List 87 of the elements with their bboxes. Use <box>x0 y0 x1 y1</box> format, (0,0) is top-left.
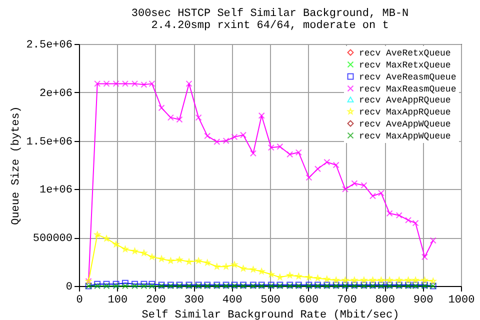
point <box>306 274 312 280</box>
point <box>94 80 101 87</box>
x-tick-label: 900 <box>413 294 434 306</box>
x-axis-title: Self Similar Background Rate (Mbit/sec) <box>142 310 400 320</box>
point <box>295 149 302 156</box>
point <box>396 212 402 219</box>
point <box>195 114 202 121</box>
point <box>158 256 165 262</box>
point <box>332 276 340 283</box>
legend-label: recv AveAppRQueue <box>359 96 451 106</box>
point <box>214 138 220 146</box>
x-tick-label: 1000 <box>448 294 475 306</box>
point <box>122 80 128 87</box>
point <box>370 192 376 200</box>
point <box>186 80 192 87</box>
y-tick-label: 2.5e+06 <box>26 40 72 52</box>
y-tick-label: 1.5e+06 <box>26 136 72 148</box>
point <box>324 276 330 282</box>
legend-label: recv MaxReasmQueue <box>359 84 456 94</box>
point <box>378 190 384 196</box>
point <box>324 158 330 166</box>
point <box>112 241 120 248</box>
point <box>405 216 412 224</box>
y-tick-label: 0 <box>66 282 72 294</box>
point <box>214 263 220 270</box>
legend-label: recv AveRetxQueue <box>359 48 451 58</box>
point <box>386 210 393 217</box>
legend-label: recv MaxAppRQueue <box>359 108 451 118</box>
point <box>132 80 138 87</box>
x-tick-label: 100 <box>108 294 128 306</box>
point <box>360 276 368 283</box>
legend-label: recv AveAppWQueue <box>359 120 451 130</box>
y-axis-title: Queue Size (bytes) <box>10 106 22 225</box>
x-tick-label: 600 <box>298 294 319 306</box>
point <box>306 174 312 181</box>
y-tick-label: 500000 <box>32 233 72 246</box>
x-tick-label: 800 <box>375 294 396 306</box>
x-tick-label: 300 <box>184 294 204 306</box>
point <box>195 258 202 264</box>
point <box>250 150 256 157</box>
y-tick-label: 1e+06 <box>39 184 72 197</box>
point <box>222 138 230 144</box>
x-tick-label: 200 <box>146 294 166 306</box>
point <box>231 261 238 268</box>
point <box>268 144 274 151</box>
point <box>140 250 148 256</box>
point <box>421 254 428 260</box>
point <box>258 268 265 274</box>
point <box>258 112 265 119</box>
point <box>204 132 211 140</box>
point <box>430 237 436 244</box>
point <box>186 258 192 265</box>
x-tick-label: 500 <box>260 294 280 306</box>
y-tick-label: 2e+06 <box>39 88 72 100</box>
point <box>176 256 183 263</box>
point <box>412 276 419 283</box>
point <box>112 80 120 87</box>
point <box>103 80 110 87</box>
point <box>332 162 340 168</box>
legend-label: recv MaxAppWQueue <box>359 132 451 142</box>
x-tick-label: 700 <box>336 294 357 306</box>
point <box>148 254 156 260</box>
point <box>286 151 294 158</box>
chart-subtitle: 2.4.20smp rxint 64/64, moderate on t <box>151 20 389 32</box>
point <box>342 186 348 192</box>
point <box>176 116 183 123</box>
point <box>360 182 368 189</box>
point <box>386 276 393 283</box>
point <box>122 280 128 286</box>
point <box>412 220 419 226</box>
x-tick-label: 400 <box>222 294 242 306</box>
point <box>122 282 128 290</box>
point <box>276 274 284 280</box>
chart-title: 300sec HSTCP Self Similar Background, MB-N <box>131 8 409 20</box>
point <box>103 235 110 242</box>
point <box>276 143 284 150</box>
point <box>314 166 321 172</box>
point <box>351 276 358 283</box>
point <box>167 114 174 121</box>
point <box>222 263 230 270</box>
legend-label: recv MaxRetxQueue <box>359 60 451 70</box>
legend-label: recv AveReasmQueue <box>359 72 456 82</box>
point <box>158 104 165 112</box>
point <box>231 134 238 140</box>
point <box>240 132 246 138</box>
point <box>351 180 358 187</box>
x-tick-label: 0 <box>76 294 83 306</box>
